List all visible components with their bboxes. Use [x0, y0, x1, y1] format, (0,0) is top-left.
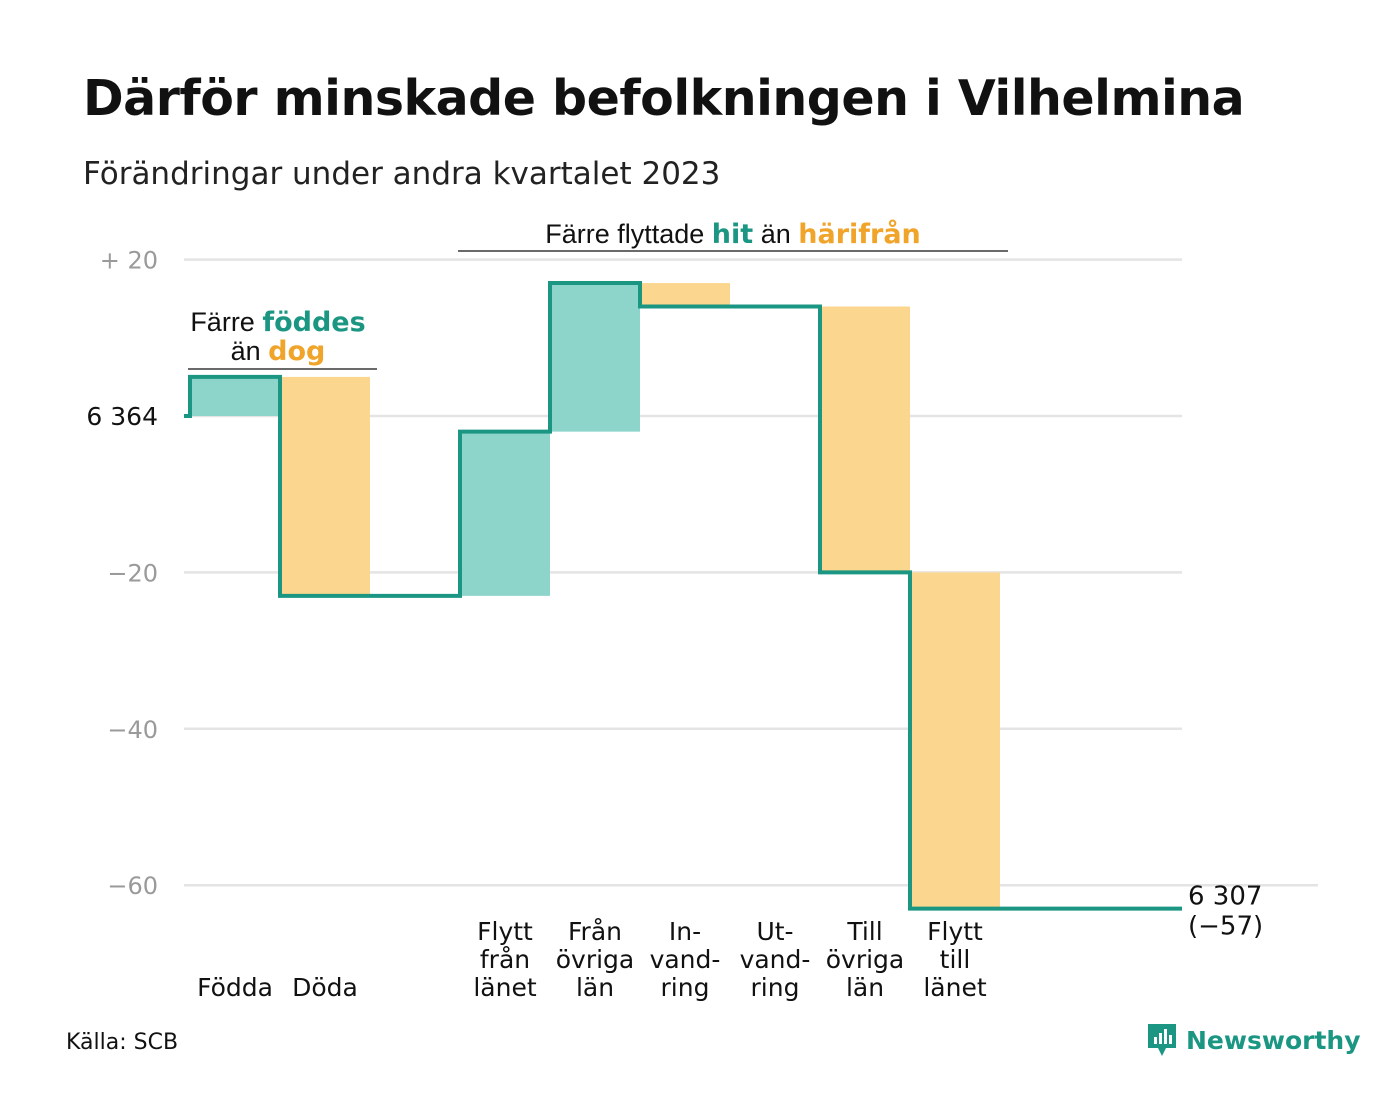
- annotation-births-prefix: Färre: [190, 307, 255, 337]
- x-category-label-line: ring: [750, 973, 800, 1002]
- end-change-label: (−57): [1188, 912, 1263, 942]
- x-category-label-line: Flytt: [927, 917, 983, 946]
- x-category-label-line: län: [575, 973, 615, 1002]
- brand-logo: Newsworthy: [1146, 1022, 1361, 1058]
- x-category-label: Ut-vand-ring: [725, 918, 825, 1002]
- x-category-label-line: från: [479, 945, 531, 974]
- x-category-label-line: [275, 918, 375, 946]
- x-category-label-line: [185, 946, 285, 974]
- chart-subtitle: Förändringar under andra kvartalet 2023: [83, 156, 721, 192]
- x-category-label-line: ring: [660, 973, 710, 1002]
- y-axis-labels: + 20 6 364 −20 −40 −60 6 307(−57): [86, 247, 1263, 942]
- y-tick-label: + 20: [100, 247, 158, 275]
- y-tick-label: −60: [107, 872, 158, 900]
- decrease-bar: [642, 283, 730, 307]
- annotation-migration-highlight-hit: hit: [711, 219, 754, 250]
- x-category-label-line: Döda: [292, 973, 358, 1002]
- decrease-bar: [822, 306, 910, 573]
- x-category-label-line: Ut-: [756, 917, 794, 946]
- y-tick-label: −40: [107, 716, 158, 744]
- annotation-births-line1: Färre föddes: [188, 307, 368, 338]
- running-total-line: [184, 281, 1182, 911]
- x-category-label: Till övriga län: [815, 918, 915, 1002]
- x-category-label: In-vand-ring: [635, 918, 735, 1002]
- x-category-label-line: In-: [668, 917, 702, 946]
- x-category-label-line: Till: [847, 917, 883, 946]
- x-category-label-line: övriga: [555, 945, 635, 974]
- end-value-label: 6 307: [1188, 882, 1262, 912]
- x-category-label: Flytt från länet: [455, 918, 555, 1002]
- increase-bar: [552, 283, 640, 432]
- x-category-label: Födda: [185, 918, 285, 1002]
- x-category-label: Flytt till länet: [905, 918, 1005, 1002]
- increase-bar: [192, 376, 280, 416]
- x-category-label-line: Från: [567, 917, 622, 946]
- newsworthy-logo-icon: [1148, 1024, 1176, 1056]
- x-category-label-line: Flytt: [477, 917, 533, 946]
- annotation-migration-prefix: Färre flyttade: [545, 219, 705, 249]
- x-category-label: Från övriga län: [545, 918, 645, 1002]
- x-category-label-line: vand-: [739, 945, 811, 974]
- annotation-births-deaths: Färre föddes än dog: [188, 307, 368, 367]
- source-note: Källa: SCB: [66, 1030, 179, 1055]
- x-category-label-line: vand-: [649, 945, 721, 974]
- annotation-migration-highlight-harifran: härifrån: [798, 219, 921, 250]
- x-category-label-line: till: [939, 945, 971, 974]
- annotation-deaths-highlight: dog: [268, 336, 326, 367]
- x-category-label-line: länet: [473, 973, 537, 1002]
- y-tick-label: 6 364: [86, 402, 158, 431]
- annotation-births-line2: än dog: [188, 336, 368, 367]
- annotation-migration: Färre flyttade hit än härifrån: [458, 219, 1008, 250]
- x-category-label-line: övriga: [825, 945, 905, 974]
- x-category-label-line: [185, 918, 285, 946]
- increase-bar: [462, 431, 550, 596]
- running-total-step-line: [184, 281, 1182, 911]
- x-category-label: Döda: [275, 918, 375, 1002]
- y-tick-label: −20: [107, 559, 158, 587]
- brand-name: Newsworthy: [1186, 1025, 1361, 1055]
- x-category-label-line: län: [845, 973, 885, 1002]
- gridlines: [184, 258, 1318, 887]
- x-category-label-line: Födda: [197, 973, 273, 1002]
- x-category-label-line: [275, 946, 375, 974]
- annotation-migration-middle: än: [760, 219, 791, 249]
- annotation-deaths-prefix: än: [230, 336, 261, 366]
- chart-title: Därför minskade befolkningen i Vilhelmin…: [83, 70, 1245, 127]
- decrease-bar: [912, 572, 1000, 909]
- bars: [192, 283, 1000, 909]
- decrease-bar: [282, 376, 370, 596]
- x-category-label-line: länet: [923, 973, 987, 1002]
- annotation-births-highlight: föddes: [262, 307, 366, 338]
